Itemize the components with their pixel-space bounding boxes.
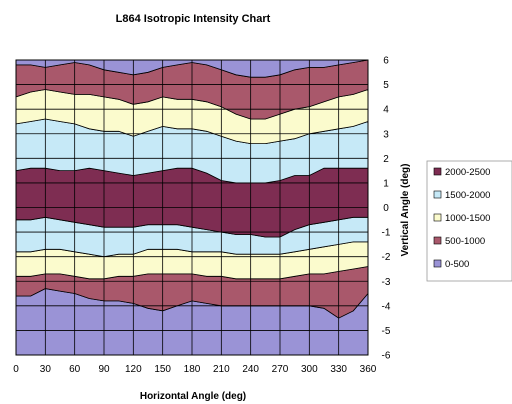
y-tick-label: -6 <box>382 351 391 362</box>
x-tick-label: 330 <box>330 364 347 375</box>
grid-lines <box>15 59 369 356</box>
legend-label: 0-500 <box>445 259 469 270</box>
plot-border <box>15 59 369 356</box>
x-tick-label: 360 <box>360 364 377 375</box>
legend: 2000-2500 1500-2000 1000-1500 500-1000 0-500 <box>426 160 512 282</box>
x-tick-label: 150 <box>154 364 171 375</box>
x-tick-label: 120 <box>125 364 142 375</box>
x-tick-label: 210 <box>213 364 230 375</box>
x-tick-label: 300 <box>301 364 318 375</box>
y-tick-label: 6 <box>383 56 389 67</box>
y-tick-label: 0 <box>383 203 389 214</box>
x-tick-label: 240 <box>242 364 259 375</box>
y-tick-label: 5 <box>383 80 389 91</box>
x-tick-label: 180 <box>184 364 201 375</box>
y-tick-label: -5 <box>382 326 391 337</box>
y-tick-label: -1 <box>382 228 391 239</box>
x-tick-label: 30 <box>40 364 52 375</box>
legend-label: 500-1000 <box>445 236 485 247</box>
x-tick-labels: 0 30 60 90 120 150 180 210 240 270 300 330 360 <box>13 364 377 375</box>
y-tick-label: 2 <box>383 154 389 165</box>
legend-label: 2000-2500 <box>445 167 490 178</box>
x-axis-label: Horizontal Angle (deg) <box>140 391 246 402</box>
legend-swatch <box>433 190 442 199</box>
y-tick-label: -4 <box>382 301 391 312</box>
y-tick-label: 3 <box>383 129 389 140</box>
x-tick-label: 270 <box>272 364 289 375</box>
legend-swatch <box>433 259 442 268</box>
x-tick-label: 0 <box>13 364 19 375</box>
x-tick-label: 60 <box>69 364 81 375</box>
legend-label: 1000-1500 <box>445 213 490 224</box>
y-tick-labels: 6 5 4 3 2 1 0 -1 -2 -3 -4 -5 -6 <box>382 56 391 362</box>
y-tick-label: -3 <box>382 277 391 288</box>
y-axis-label: Vertical Angle (deg) <box>400 164 411 257</box>
x-tick-label: 90 <box>98 364 110 375</box>
chart-title: L864 Isotropic Intensity Chart <box>116 13 271 25</box>
legend-label: 1500-2000 <box>445 190 490 201</box>
legend-swatch <box>433 167 442 176</box>
legend-swatch <box>433 213 442 222</box>
y-tick-label: 1 <box>383 178 389 189</box>
y-tick-label: 4 <box>383 105 389 116</box>
legend-swatch <box>433 236 442 245</box>
y-tick-label: -2 <box>382 252 391 263</box>
